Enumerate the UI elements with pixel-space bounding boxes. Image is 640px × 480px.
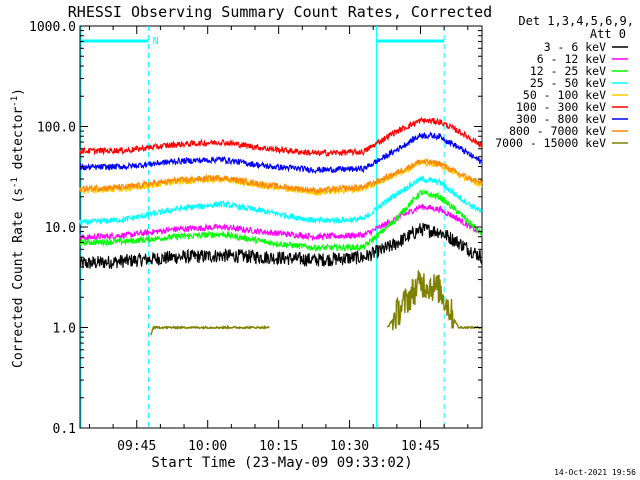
y-axis-label-main: Corrected Count Rate (s (11, 188, 26, 368)
legend-label: 12 - 25 keV (530, 64, 606, 78)
legend-header-line2: Att 0 (590, 27, 626, 41)
y-tick-label: 0.1 (53, 422, 76, 437)
y-axis-label-sup2: -1 (10, 96, 20, 107)
x-tick-label: 09:45 (117, 439, 156, 454)
night-label: N (153, 36, 159, 47)
y-axis-label-end: ) (11, 88, 26, 96)
legend-label: 3 - 6 keV (544, 40, 606, 54)
series-7 (79, 157, 483, 195)
chart-title: RHESSI Observing Summary Count Rates, Co… (68, 3, 492, 21)
y-axis-label-sup1: -1 (10, 177, 20, 188)
x-tick-label: 10:15 (259, 439, 298, 454)
series-1 (79, 203, 483, 242)
y-axis: 0.1 1.0 10.0 100.0 1000.0 (29, 20, 482, 437)
series-0 (79, 222, 483, 269)
legend-label: 100 - 300 keV (516, 100, 606, 114)
plot-area: N (79, 25, 483, 429)
series-line (79, 116, 483, 157)
x-axis: 09:45 10:00 10:15 10:30 10:45 (88, 26, 469, 454)
series-line (150, 324, 270, 336)
series-line (79, 222, 483, 269)
series-line (79, 203, 483, 242)
y-tick-label: 100.0 (37, 121, 76, 136)
legend-header-line1: Det 1,3,4,5,6,9, (518, 14, 634, 28)
legend-label: 50 - 100 keV (523, 88, 606, 102)
y-axis-label: Corrected Count Rate (s-1 detector-1) (10, 88, 26, 368)
legend-label: 6 - 12 keV (537, 52, 606, 66)
x-axis-label: Start Time (23-May-09 09:33:02) (151, 455, 412, 471)
x-tick-label: 10:00 (188, 439, 227, 454)
series-6 (79, 130, 483, 175)
x-tick-label: 10:30 (330, 439, 369, 454)
series-line (386, 270, 483, 331)
y-tick-label: 1.0 (53, 322, 76, 337)
plot-frame (79, 25, 483, 429)
series-3 (79, 174, 483, 226)
series-8 (150, 270, 483, 336)
y-axis-label-mid: detector (11, 107, 26, 178)
series-2 (79, 188, 483, 252)
legend-label: 800 - 7000 keV (509, 124, 606, 138)
y-tick-label: 1000.0 (29, 20, 76, 35)
series-5 (79, 116, 483, 157)
series-line (79, 188, 483, 252)
x-tick-label: 10:45 (401, 439, 440, 454)
legend-label: 25 - 50 keV (530, 76, 606, 90)
series-line (79, 174, 483, 226)
render-timestamp: 14-Oct-2021 19:56 (554, 468, 636, 477)
y-tick-label: 10.0 (45, 221, 76, 236)
series-line (79, 130, 483, 175)
series-line (79, 157, 483, 195)
legend-label: 300 - 800 keV (516, 112, 606, 126)
legend-label: 7000 - 15000 keV (495, 136, 606, 150)
